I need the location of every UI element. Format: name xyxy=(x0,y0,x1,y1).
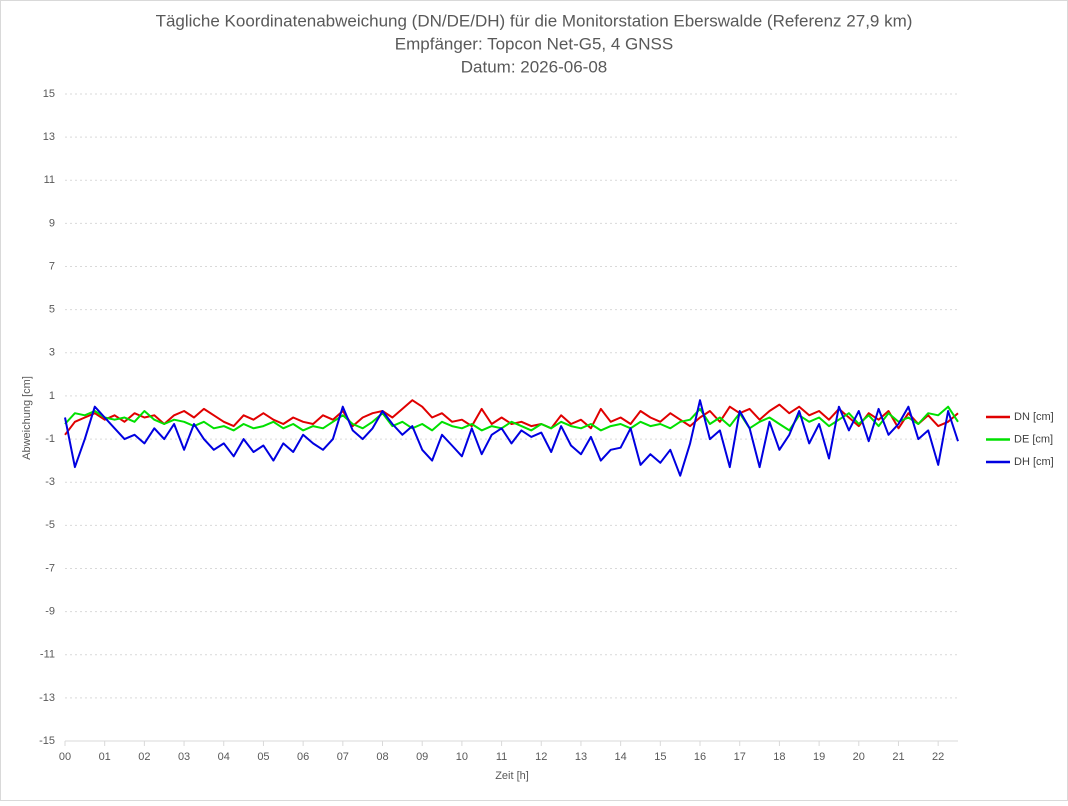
y-tick-label: -13 xyxy=(39,692,55,704)
y-tick-label: -1 xyxy=(45,433,55,445)
y-tick-label: 1 xyxy=(49,390,55,402)
x-tick-label: 00 xyxy=(59,751,71,763)
y-tick-label: 13 xyxy=(43,131,55,143)
x-tick-label: 03 xyxy=(178,751,190,763)
x-tick-label: 19 xyxy=(813,751,825,763)
y-tick-label: 5 xyxy=(49,304,55,316)
chart-subtitle: Datum: 2026-06-08 xyxy=(461,57,607,76)
x-tick-label: 14 xyxy=(615,751,627,763)
x-tick-label: 01 xyxy=(99,751,111,763)
x-tick-label: 05 xyxy=(257,751,269,763)
chart-title: Tägliche Koordinatenabweichung (DN/DE/DH… xyxy=(156,11,913,30)
x-tick-label: 22 xyxy=(932,751,944,763)
x-tick-label: 06 xyxy=(297,751,309,763)
x-tick-label: 10 xyxy=(456,751,468,763)
y-tick-label: 15 xyxy=(43,88,55,100)
y-tick-label: -9 xyxy=(45,606,55,618)
x-tick-label: 16 xyxy=(694,751,706,763)
x-tick-label: 20 xyxy=(853,751,865,763)
x-tick-label: 13 xyxy=(575,751,587,763)
x-tick-label: 07 xyxy=(337,751,349,763)
y-tick-label: -11 xyxy=(40,649,55,661)
x-tick-label: 18 xyxy=(773,751,785,763)
x-tick-label: 12 xyxy=(535,751,547,763)
x-tick-label: 02 xyxy=(138,751,150,763)
x-tick-label: 15 xyxy=(654,751,666,763)
y-tick-label: -5 xyxy=(45,519,55,531)
x-tick-label: 17 xyxy=(734,751,746,763)
x-tick-label: 08 xyxy=(376,751,388,763)
series-line xyxy=(64,399,959,436)
series-line xyxy=(64,399,959,477)
y-tick-label: -3 xyxy=(45,476,55,488)
x-tick-label: 11 xyxy=(496,751,507,763)
x-tick-label: 09 xyxy=(416,751,428,763)
x-tick-label: 04 xyxy=(218,751,230,763)
y-axis-title: Abweichung [cm] xyxy=(21,376,33,460)
y-tick-label: 9 xyxy=(49,217,55,229)
y-tick-label: 11 xyxy=(44,174,55,186)
y-tick-label: -15 xyxy=(39,735,55,747)
chart-subtitle: Empfänger: Topcon Net-G5, 4 GNSS xyxy=(395,34,673,53)
x-tick-label: 21 xyxy=(892,751,904,763)
series-line xyxy=(64,405,959,432)
y-tick-label: 3 xyxy=(49,347,55,359)
y-tick-label: -7 xyxy=(45,562,55,574)
legend-label: DN [cm] xyxy=(1014,411,1054,423)
y-tick-label: 7 xyxy=(49,260,55,272)
legend-label: DH [cm] xyxy=(1014,456,1054,468)
legend-label: DE [cm] xyxy=(1014,433,1053,445)
x-axis-title: Zeit [h] xyxy=(495,770,529,782)
